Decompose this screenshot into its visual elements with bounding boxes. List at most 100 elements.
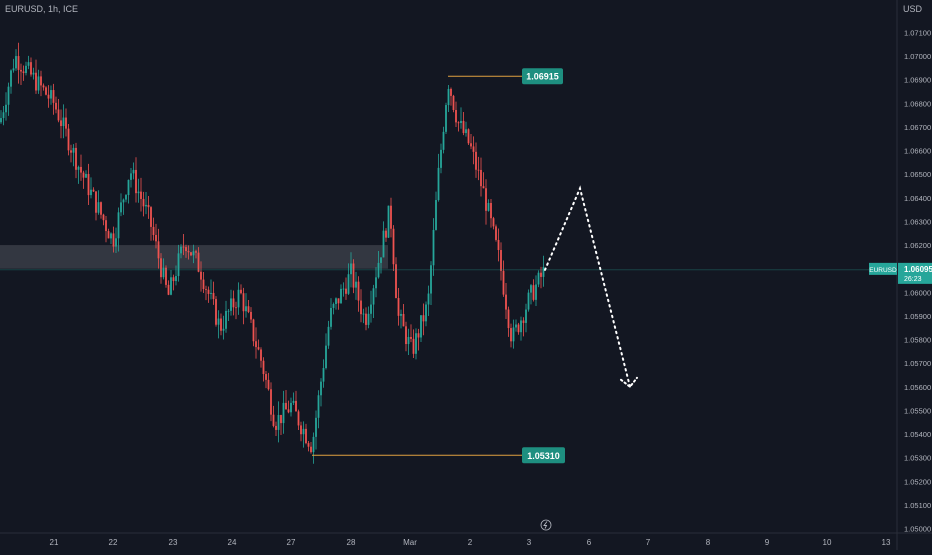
candle-body [292, 400, 295, 403]
candle-body [217, 318, 220, 325]
candle-body [65, 117, 67, 129]
price-tick-label: 1.05700 [904, 359, 931, 368]
price-tick-label: 1.06900 [904, 76, 931, 85]
price-tick-label: 1.05200 [904, 477, 931, 486]
candle-body [475, 151, 477, 170]
price-tick-label: 1.05400 [904, 430, 931, 439]
time-tick-label: 8 [706, 538, 711, 547]
candle-body [227, 310, 230, 312]
high-level-tag[interactable] [522, 68, 563, 85]
candle-body [70, 150, 72, 153]
candle-body [322, 368, 325, 382]
price-tick-label: 1.06000 [904, 288, 931, 297]
price-tick-label: 1.06300 [904, 217, 931, 226]
candle-body [180, 246, 182, 254]
candle-body [300, 425, 302, 435]
candle-body [87, 173, 90, 196]
candle-body [435, 200, 437, 230]
candle-body [2, 112, 5, 119]
candle-body [85, 173, 87, 178]
candle-body [495, 226, 497, 240]
candle-body [430, 265, 432, 294]
candle-body [272, 414, 275, 426]
candle-body [57, 109, 60, 121]
candle-body [442, 131, 445, 150]
candle-body [215, 299, 217, 325]
candle-body [277, 414, 280, 430]
candle-body [420, 315, 422, 338]
candle-body [405, 326, 407, 345]
candle-body [365, 313, 367, 325]
candle-body [512, 327, 515, 342]
candle-body [115, 238, 117, 247]
candle-body [12, 68, 15, 71]
candle-body [447, 88, 450, 106]
candle-body [202, 279, 205, 290]
time-tick-label: Mar [403, 538, 417, 547]
candle-body [150, 207, 152, 227]
candle-body [140, 191, 142, 199]
candle-body [382, 230, 385, 258]
candle-body [275, 425, 277, 430]
candle-body [210, 292, 212, 294]
candle-body [295, 400, 297, 412]
candle-body [385, 230, 387, 238]
candle-body [357, 281, 360, 301]
candle-body [55, 102, 57, 110]
candle-body [500, 250, 502, 271]
candle-body [297, 411, 300, 426]
candle-body [30, 62, 32, 75]
low-level-tag[interactable] [522, 447, 565, 464]
candle-body [532, 285, 535, 300]
countdown-label: 26:23 [904, 276, 922, 283]
candle-body [127, 179, 130, 196]
candle-body [207, 289, 210, 294]
price-tick-label: 1.07100 [904, 29, 931, 38]
candle-body [125, 195, 127, 200]
candle-body [167, 284, 170, 295]
candle-body [97, 202, 100, 213]
candle-body [397, 298, 400, 316]
time-tick-label: 21 [50, 538, 59, 547]
candle-body [402, 313, 405, 327]
candle-body [35, 72, 37, 91]
candle-body [505, 294, 507, 310]
candle-body [27, 62, 30, 66]
price-tick-label: 1.05500 [904, 406, 931, 415]
candle-body [425, 304, 427, 322]
candle-body [490, 202, 492, 219]
candle-body [407, 337, 410, 345]
current-price-tag [898, 262, 932, 284]
events-icon[interactable] [540, 519, 552, 531]
candle-body [222, 328, 225, 331]
candle-body [200, 271, 202, 280]
candle-body [225, 310, 227, 329]
time-tick-label: 6 [587, 538, 592, 547]
current-price-label: 1.06095 [904, 265, 932, 274]
candle-body [520, 320, 522, 333]
candle-body [497, 239, 500, 251]
candle-body [282, 402, 285, 424]
candle-body [432, 229, 435, 266]
candle-body [540, 272, 542, 277]
candle-body [360, 300, 362, 315]
candle-body [42, 85, 45, 88]
candle-body [370, 304, 372, 314]
candle-body [422, 315, 425, 322]
candle-body [415, 333, 417, 354]
candle-body [487, 202, 490, 211]
candle-body [135, 169, 137, 194]
candle-body [477, 169, 480, 171]
candle-body [410, 337, 412, 339]
candle-body [325, 345, 327, 369]
candle-body [330, 307, 332, 327]
candle-body [287, 409, 290, 413]
price-tick-label: 1.07000 [904, 52, 931, 61]
candle-body [515, 324, 517, 328]
candle-body [285, 402, 287, 410]
candle-body [160, 258, 162, 278]
price-tick-label: 1.06400 [904, 194, 931, 203]
candle-body [460, 120, 462, 124]
